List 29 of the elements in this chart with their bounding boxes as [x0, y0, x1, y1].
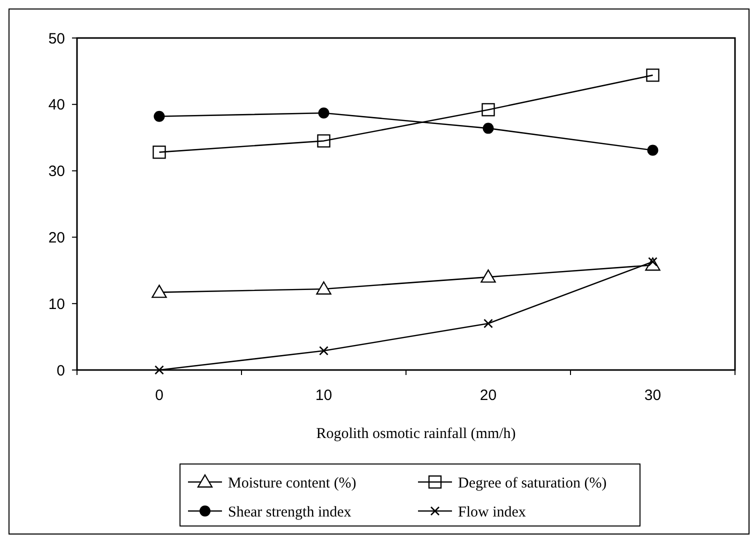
x-tick-label: 0	[155, 387, 164, 404]
y-tick-label: 10	[48, 296, 65, 313]
x-tick-label: 30	[644, 387, 662, 404]
x-axis-title: Rogolith osmotic rainfall (mm/h)	[316, 426, 516, 442]
point	[480, 269, 496, 283]
point	[316, 281, 332, 295]
point	[317, 134, 330, 148]
point	[484, 318, 493, 328]
y-tick-label: 30	[48, 163, 65, 180]
y-tick-label: 20	[48, 229, 65, 246]
legend-label: Flow index	[458, 504, 526, 520]
x-tick-label: 10	[315, 387, 332, 404]
point	[482, 122, 494, 134]
point	[152, 146, 166, 159]
point	[647, 144, 658, 156]
y-tick-label: 40	[48, 96, 65, 114]
x-tick-label: 20	[480, 387, 497, 404]
point	[482, 103, 495, 116]
point	[152, 284, 167, 298]
legend-label: Degree of saturation (%)	[458, 475, 607, 492]
point	[318, 108, 330, 119]
point	[319, 346, 328, 356]
y-tick-label: 50	[48, 30, 65, 48]
point	[646, 68, 660, 82]
legend-label: Moisture content (%)	[228, 475, 356, 492]
point	[154, 110, 165, 122]
y-tick-label: 0	[56, 362, 65, 380]
point	[154, 365, 164, 375]
legend-label: Shear strength index	[228, 504, 352, 520]
